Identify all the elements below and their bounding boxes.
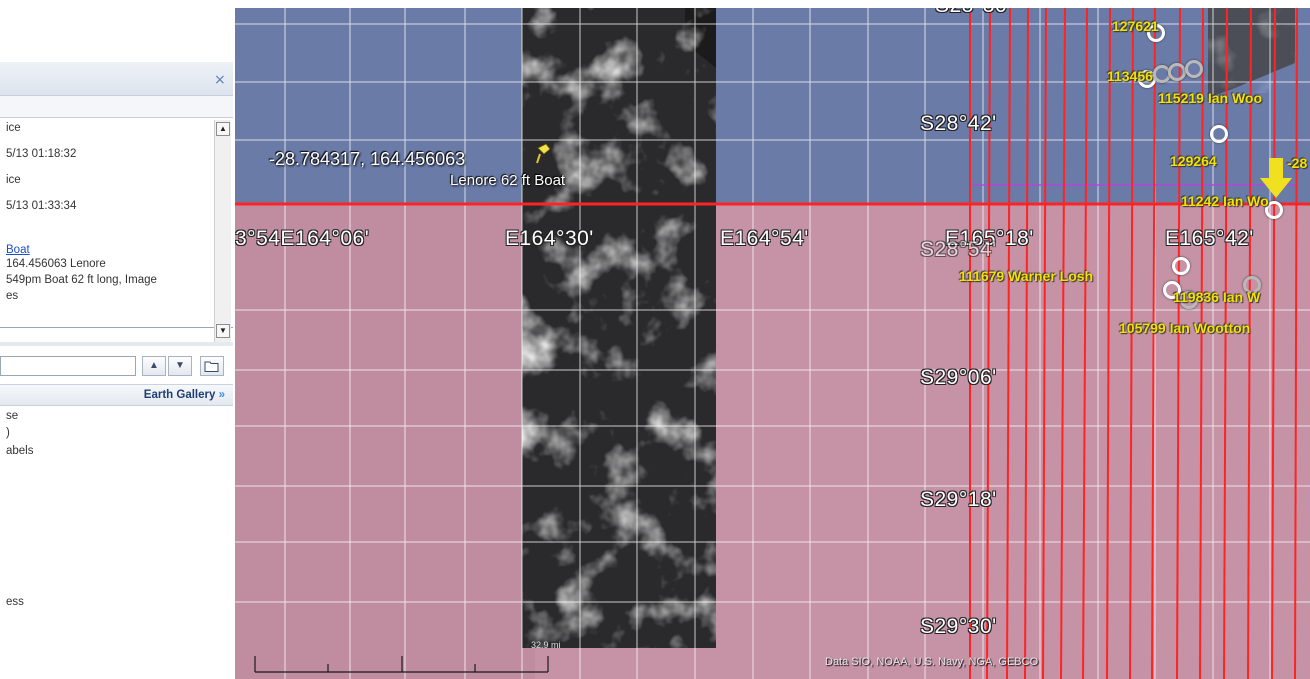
placemark-label[interactable]: 129264 [1170,153,1217,169]
layer-item[interactable]: ) [6,427,10,439]
lat-label: S28°54' [920,238,997,261]
placemark-label[interactable]: 11242 Ian Wo [1181,193,1269,209]
boat-placemark-label[interactable]: Lenore 62 ft Boat [450,172,566,189]
layer-item[interactable]: se [6,410,19,422]
placemark-label[interactable]: 113456 [1107,68,1153,84]
pushpin-icon [536,143,551,164]
lat-label-partial: S28°30' [935,8,1012,18]
search-grid-lines [235,8,1310,679]
placemark-marker[interactable] [1243,276,1261,294]
lat-label: S29°06' [920,366,997,389]
lon-label: E165°18' [945,227,1034,250]
layers-header: Earth Gallery » [0,384,233,406]
earth-gallery-button[interactable]: Earth Gallery » [144,389,225,401]
move-down-icon[interactable]: ▼ [168,356,192,376]
satellite-image-strip [522,8,716,648]
map-canvas[interactable] [235,8,1310,679]
scroll-up-icon[interactable]: ▲ [216,122,230,136]
placemark-marker[interactable] [1147,24,1165,42]
list-item-timestamp: 5/13 01:33:34 [6,200,77,212]
placemark-label[interactable]: -28 [1287,155,1308,171]
lat-label: S29°30' [920,615,997,638]
places-subbar [0,96,233,118]
placemark-marker[interactable] [1185,60,1203,78]
layer-item[interactable]: ess [6,596,24,608]
places-scrollbar[interactable]: ▲ ▼ [214,120,231,342]
list-item-description: es [6,290,19,302]
placemark-label[interactable]: 119836 Ian W [1173,289,1261,305]
list-item-description: 164.456063 Lenore [6,258,106,270]
earth-gallery-label: Earth Gallery [143,389,216,401]
placemark-marker[interactable] [1210,125,1228,143]
placemark-label[interactable]: 127621 [1112,18,1159,34]
close-icon[interactable]: × [214,72,226,88]
coordinates-label: -28.784317, 164.456063 [269,149,466,169]
list-item-description: 549pm Boat 62 ft long, Image [6,274,157,286]
scale-label: 32.9 mi [531,640,561,650]
panel-splitter[interactable] [0,342,233,346]
placemark-label[interactable]: 115219 Ian Woo [1158,90,1263,106]
placemark-label[interactable]: 111679 Warner Losh [959,268,1094,284]
list-item[interactable]: ice [6,122,21,134]
chevron-right-icon: » [218,389,225,401]
scale-bar [254,656,549,673]
data-attribution: Data SIO, NOAA, U.S. Navy, NGA, GEBCO [825,656,1039,668]
lat-label: S28°42' [920,112,997,135]
lon-label: E165°42' [1165,227,1254,250]
placemark-marker[interactable] [1180,291,1198,309]
placemark-label[interactable]: 105799 Ian Wootton [1119,320,1251,336]
list-item-timestamp: 5/13 01:18:32 [6,148,77,160]
boat-placemark-link[interactable]: Boat [6,244,30,256]
places-panel-header [0,62,233,96]
scroll-down-icon[interactable]: ▼ [216,324,230,338]
folder-icon[interactable] [200,356,224,376]
sidebar-panel: × ice 5/13 01:18:32 ice 5/13 01:33:34 Bo… [0,0,235,679]
list-item[interactable]: ice [6,174,21,186]
places-search-input[interactable] [0,356,136,376]
placemark-marker[interactable] [1168,63,1186,81]
placemark-marker[interactable] [1163,281,1181,299]
places-list: ice 5/13 01:18:32 ice 5/13 01:33:34 Boat… [0,118,233,328]
ocean-north [235,8,1310,204]
lon-label: 3°54E164°06' [235,227,370,250]
ocean-south-shade [235,204,535,679]
move-up-icon[interactable]: ▲ [142,356,166,376]
yellow-arrow-icon [1260,158,1292,198]
earth-map-view[interactable]: 3°54E164°06' E164°30' E164°54' E165°18' … [235,8,1310,679]
lon-label: E164°30' [505,227,594,250]
lon-label: E164°54' [720,227,809,250]
placemark-marker[interactable] [1265,201,1283,219]
placemark-marker[interactable] [1172,257,1190,275]
layer-item[interactable]: abels [6,445,34,457]
lat-label: S29°18' [920,488,997,511]
